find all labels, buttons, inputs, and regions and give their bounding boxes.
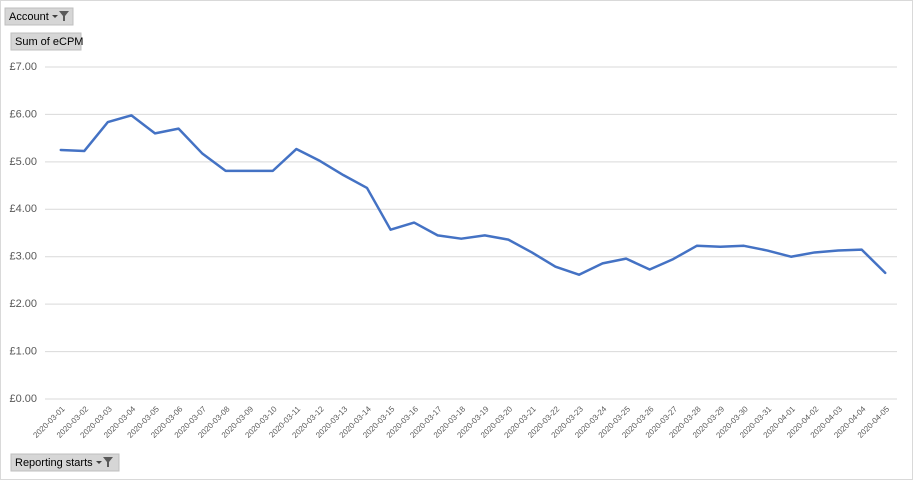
y-tick-label: £6.00 — [9, 108, 37, 120]
values-button[interactable]: Sum of eCPM — [10, 32, 83, 51]
y-tick-label: £4.00 — [9, 203, 37, 215]
y-tick-label: £7.00 — [9, 61, 37, 73]
filter-button[interactable]: Account — [4, 7, 74, 26]
values-button-label: Sum of eCPM — [15, 36, 83, 48]
filter-button-label: Account — [9, 11, 49, 23]
y-tick-label: £3.00 — [9, 251, 37, 263]
y-tick-label: £5.00 — [9, 156, 37, 168]
y-tick-label: £0.00 — [9, 393, 37, 405]
y-tick-label: £2.00 — [9, 298, 37, 310]
axis-button[interactable]: Reporting starts — [10, 453, 120, 472]
data-line — [59, 114, 887, 276]
axis-button-label: Reporting starts — [15, 457, 93, 469]
y-tick-label: £1.00 — [9, 345, 37, 357]
